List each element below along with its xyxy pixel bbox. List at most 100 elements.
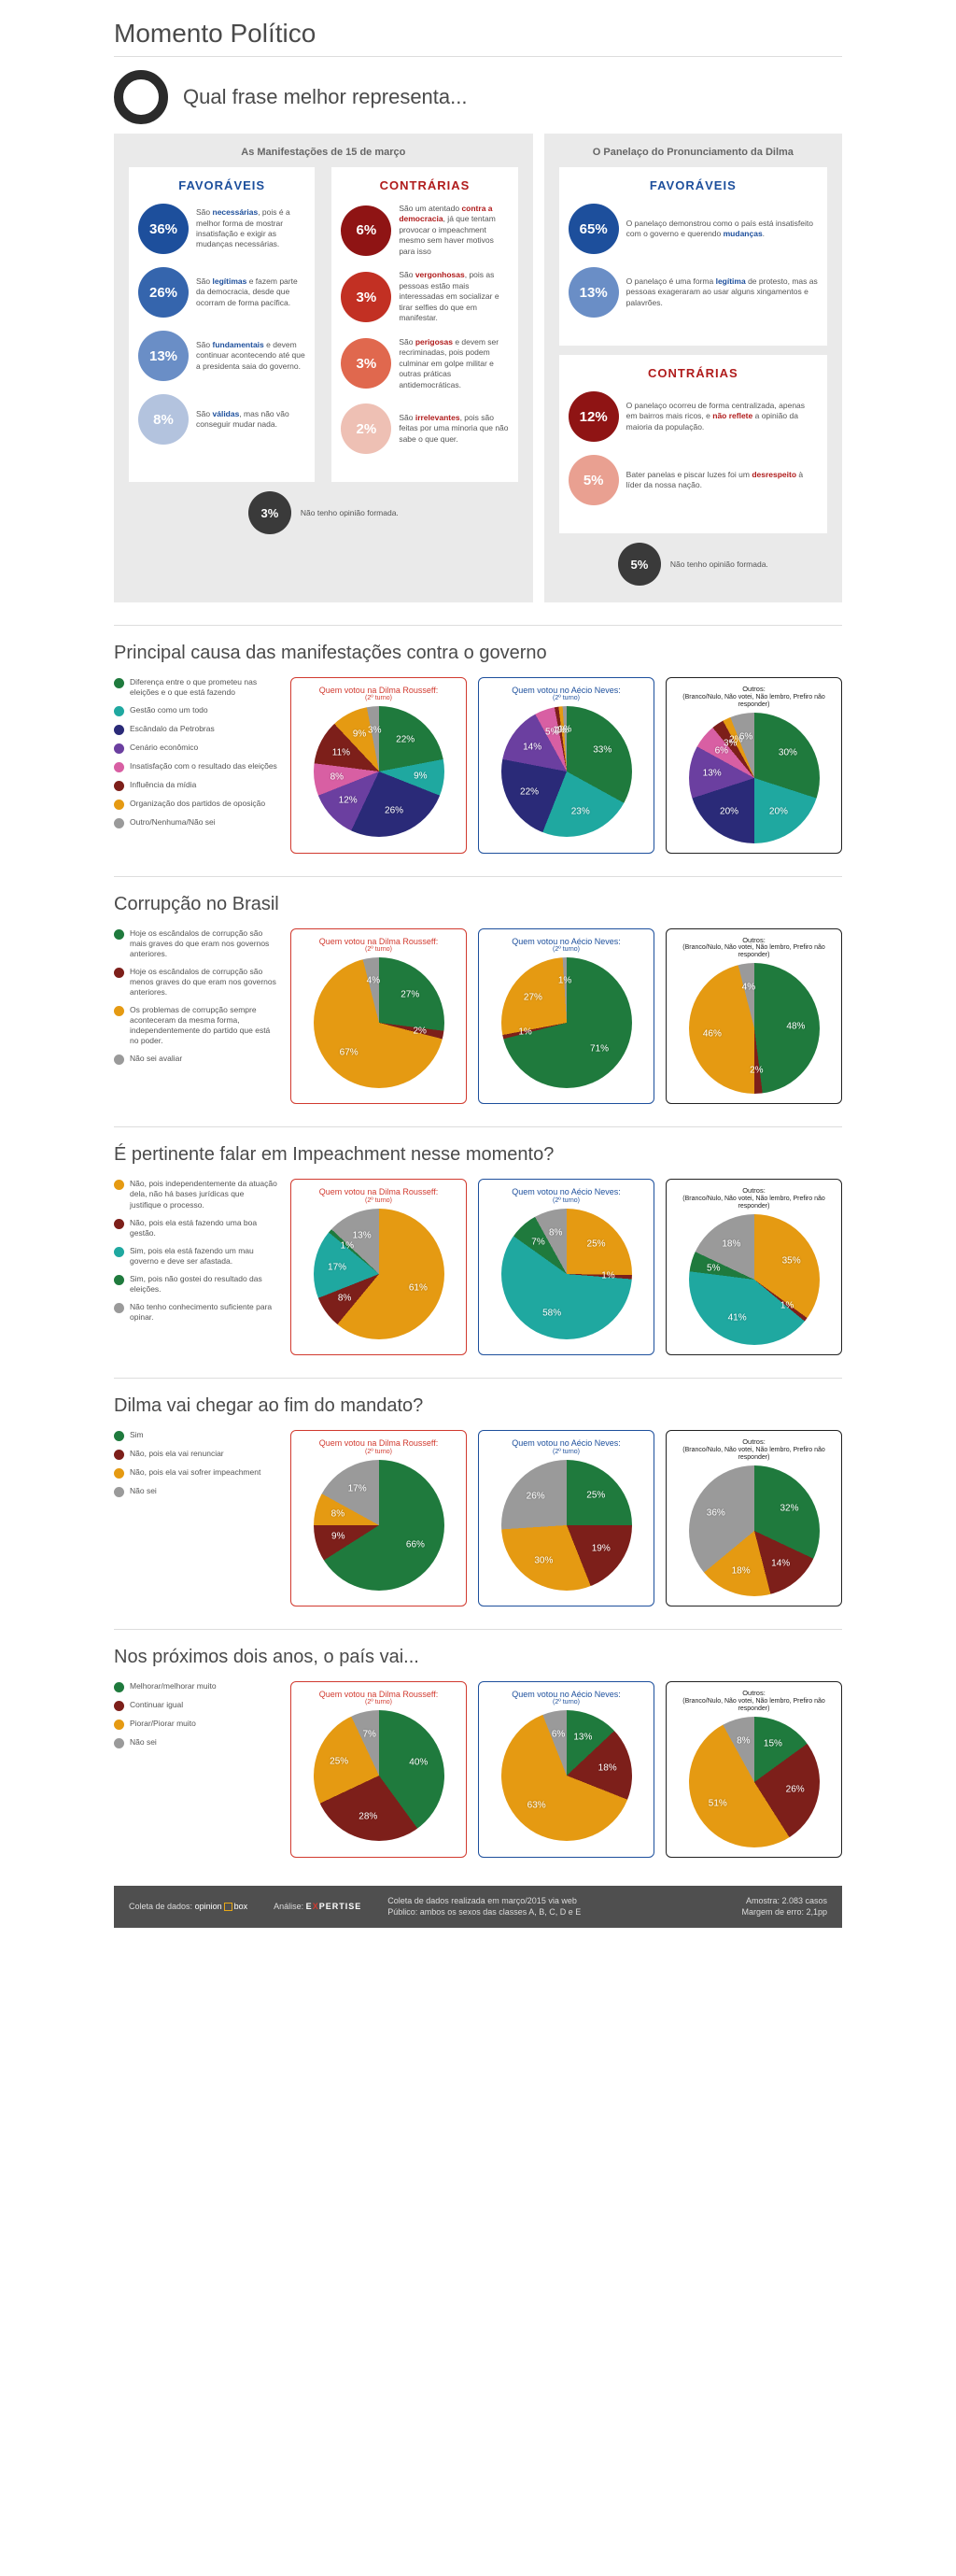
legend-text: Sim, pois não gostei do resultado das el…	[130, 1274, 277, 1295]
pie-slice-label: 8%	[331, 1509, 344, 1520]
pie-slice-label: 19%	[592, 1543, 611, 1553]
opinionbox-logo: opinionbox	[195, 1901, 248, 1913]
percent-bubble: 3%	[341, 272, 391, 322]
pie-slice-label: 8%	[737, 1736, 750, 1747]
legend-text: Não sei	[130, 1486, 157, 1497]
section-divider	[114, 1629, 842, 1630]
pie-wrap: 25%19%30%26%	[501, 1460, 632, 1591]
legend-item: Continuar igual	[114, 1700, 277, 1711]
legend-item: Insatisfação com o resultado das eleiçõe…	[114, 761, 277, 772]
legend-text: Hoje os escândalos de corrupção são mais…	[130, 928, 277, 959]
bubble-text: São fundamentais e devem continuar acont…	[196, 340, 305, 372]
legend-dot	[114, 818, 124, 828]
bubble-text: O panelaço é uma forma legítima de prote…	[626, 276, 818, 308]
legend-text: Sim	[130, 1430, 144, 1441]
pie-slice-label: 22%	[396, 734, 415, 744]
pie-slice-label: 1%	[341, 1241, 354, 1252]
pie-wrap: 40%28%25%7%	[314, 1710, 444, 1841]
pie-slice-label: 12%	[339, 796, 358, 806]
footer-right1: Amostra: 2.083 casos	[741, 1895, 827, 1907]
pie-slice-label: 66%	[406, 1540, 425, 1550]
bubble-row: 13% São fundamentais e devem continuar a…	[138, 331, 305, 381]
legend: Melhorar/melhorar muitoContinuar igualPi…	[114, 1681, 277, 1756]
bubble-row: 13% O panelaço é uma forma legítima de p…	[569, 267, 818, 318]
bubble-none: 5%	[618, 543, 661, 586]
legend-item: Sim, pois não gostei do resultado das el…	[114, 1274, 277, 1295]
pie-slice-label: 11%	[332, 747, 350, 757]
footer-coleta-label: Coleta de dados:	[129, 1902, 192, 1911]
pie-box: Quem votou na Dilma Rousseff:(2º turno)4…	[290, 1681, 467, 1858]
expertise-logo: EXPERTISE	[306, 1902, 362, 1911]
pie-slice-label: 14%	[523, 742, 541, 752]
pie-slice-label: 6%	[552, 1730, 565, 1740]
legend-dot	[114, 1219, 124, 1229]
percent-bubble: 5%	[569, 455, 619, 505]
col-favoraveis: FAVORÁVEIS 65% O panelaço demonstrou com…	[559, 167, 827, 346]
no-opinion-text: Não tenho opinião formada.	[301, 508, 399, 517]
col-favoraveis: FAVORÁVEIS 36% São necessárias, pois é a…	[129, 167, 315, 482]
legend-dot	[114, 1701, 124, 1711]
bubble-row: 2% São irrelevantes, pois são feitas por…	[341, 403, 508, 454]
pie-box: Quem votou no Aécio Neves:(2º turno)25%1…	[478, 1430, 654, 1606]
pie-slice-label: 35%	[782, 1255, 801, 1266]
pie-box: Outros:(Branco/Nulo, Não votei, Não lemb…	[666, 1681, 842, 1858]
legend-text: Não, pois ela está fazendo uma boa gestã…	[130, 1218, 277, 1238]
legend-text: Sim, pois ela está fazendo um mau govern…	[130, 1246, 277, 1267]
pie-chart	[689, 1214, 820, 1345]
pie-slice-label: 1%	[518, 1026, 531, 1037]
pie-wrap: 13%18%63%6%	[501, 1710, 632, 1841]
legend-dot	[114, 762, 124, 772]
section-title: Dilma vai chegar ao fim do mandato?	[114, 1395, 842, 1417]
legend-dot	[114, 1180, 124, 1190]
percent-bubble: 12%	[569, 391, 619, 442]
bubble-text: O panelaço demonstrou como o país está i…	[626, 219, 818, 240]
legend-dot	[114, 1431, 124, 1441]
section-divider	[114, 1126, 842, 1127]
legend-text: Melhorar/melhorar muito	[130, 1681, 217, 1692]
legend-item: Escândalo da Petrobras	[114, 724, 277, 735]
pie-slice-label: 71%	[590, 1043, 609, 1054]
pie-chart	[501, 1710, 632, 1841]
section-title: Corrupção no Brasil	[114, 894, 842, 915]
pie-wrap: 33%23%22%14%5%1%1%1%	[501, 706, 632, 837]
pie-slice-label: 17%	[348, 1483, 367, 1493]
pie-title: Outros:(Branco/Nulo, Não votei, Não lemb…	[670, 1690, 837, 1713]
pie-slice-label: 1%	[601, 1270, 614, 1281]
percent-bubble: 6%	[341, 205, 391, 256]
legend-dot	[114, 929, 124, 940]
legend-dot	[114, 1275, 124, 1285]
legend-dot	[114, 678, 124, 688]
intro-text: Qual frase melhor representa...	[183, 85, 467, 109]
pie-slice-label: 6%	[739, 731, 752, 742]
legend-text: Não sei avaliar	[130, 1054, 182, 1065]
pie-slice-label: 13%	[703, 769, 722, 779]
pie-chart	[314, 1209, 444, 1339]
pie-wrap: 35%1%41%5%18%	[689, 1214, 820, 1345]
col-head-fav: FAVORÁVEIS	[569, 178, 818, 192]
pie-box: Quem votou no Aécio Neves:(2º turno) 71% 1…	[478, 928, 654, 1105]
legend-text: Influência da mídia	[130, 780, 196, 791]
footer-mid2: Público: ambos os sexos das classes A, B…	[387, 1906, 715, 1918]
pie-box: Quem votou no Aécio Neves:(2º turno)13%1…	[478, 1681, 654, 1858]
bubble-none: 3%	[248, 491, 291, 534]
pie-slice-label: 2%	[750, 1066, 763, 1076]
section-title: É pertinente falar em Impeachment nesse …	[114, 1144, 842, 1166]
section-title: Nos próximos dois anos, o país vai...	[114, 1647, 842, 1668]
pie-slice-label: 30%	[779, 748, 797, 758]
no-opinion-row: 5% Não tenho opinião formada.	[559, 543, 827, 586]
pie-title: Outros:(Branco/Nulo, Não votei, Não lemb…	[670, 1438, 837, 1462]
pie-wrap: 30%20%20%13%6%3%2%6%	[689, 713, 820, 843]
pie-slice-label: 18%	[722, 1239, 740, 1250]
pies-container: Quem votou na Dilma Rousseff:(2º turno)2…	[290, 928, 842, 1105]
legend-text: Continuar igual	[130, 1700, 183, 1711]
legend-item: Melhorar/melhorar muito	[114, 1681, 277, 1692]
section-divider	[114, 876, 842, 877]
pie-slice-label: 58%	[542, 1309, 561, 1319]
pie-title: Quem votou no Aécio Neves:(2º turno)	[512, 937, 621, 954]
pie-box: Quem votou no Aécio Neves:(2º turno)25%1…	[478, 1179, 654, 1355]
pie-slice-label: 18%	[598, 1762, 617, 1773]
legend-dot	[114, 706, 124, 716]
pie-chart	[689, 1465, 820, 1596]
pie-slice-label: 14%	[771, 1558, 790, 1568]
legend-dot	[114, 1006, 124, 1016]
